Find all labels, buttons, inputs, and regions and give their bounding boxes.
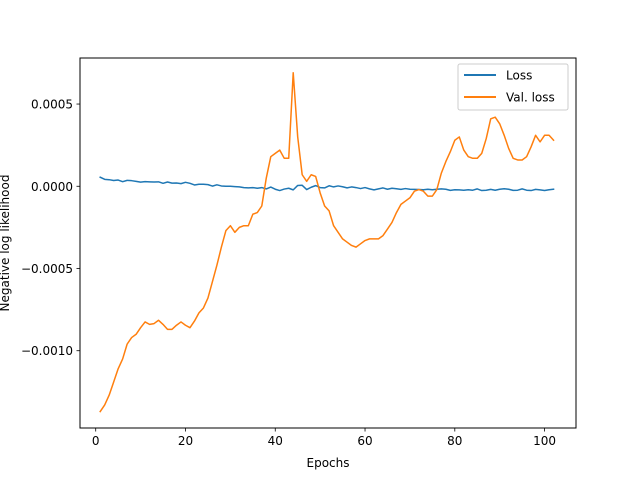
y-tick-label: −0.0010: [21, 344, 73, 358]
legend-label-val-loss: Val. loss: [506, 91, 555, 105]
x-tick-label: 80: [447, 434, 462, 448]
plot-background: [80, 58, 576, 428]
x-tick-label: 60: [357, 434, 372, 448]
series-line-val-loss: [99, 72, 555, 413]
series-lines: [99, 72, 555, 413]
y-tick-label: −0.0005: [21, 262, 73, 276]
x-tick-label: 0: [92, 434, 100, 448]
x-axis: 0 20 40 60 80 100: [92, 428, 556, 448]
series-line-loss: [99, 176, 555, 192]
y-tick-label: 0.0005: [31, 98, 73, 112]
x-tick-label: 20: [178, 434, 193, 448]
y-axis: −0.0010 −0.0005 0.0000 0.0005: [21, 98, 80, 358]
legend: Loss Val. loss: [457, 63, 569, 111]
x-tick-label: 100: [533, 434, 556, 448]
x-tick-label: 40: [268, 434, 283, 448]
x-axis-label: Epochs: [307, 456, 350, 470]
legend-label-loss: Loss: [506, 69, 532, 83]
y-tick-label: 0.0000: [31, 180, 73, 194]
plot-frame: [79, 57, 577, 429]
y-axis-label: Negative log likelihood: [0, 175, 12, 312]
